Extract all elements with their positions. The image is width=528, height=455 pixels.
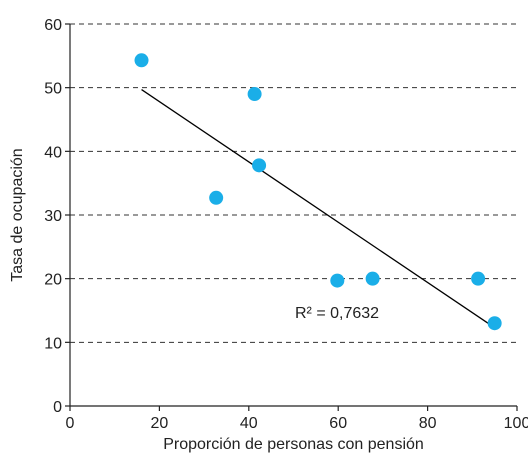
y-tick-label-40: 40	[44, 144, 62, 161]
x-axis-title: Proporción de personas con pensión	[163, 436, 424, 453]
y-tick-label-20: 20	[44, 272, 62, 289]
data-point-2	[209, 190, 224, 205]
data-point-1	[134, 53, 149, 68]
trendline	[141, 89, 496, 329]
data-point-5	[330, 273, 345, 288]
y-tick-label-30: 30	[44, 208, 62, 225]
tick-marks	[65, 23, 518, 411]
x-tick-label-80: 80	[419, 415, 437, 432]
gridlines	[70, 23, 517, 343]
x-tick-label-60: 60	[329, 415, 347, 432]
data-point-7	[471, 271, 486, 286]
y-tick-label-0: 0	[53, 399, 62, 416]
x-tick-label-100: 100	[504, 415, 528, 432]
y-axis-title: Tasa de ocupación	[9, 148, 26, 281]
data-point-3	[247, 87, 262, 102]
data-points	[134, 53, 502, 331]
data-point-8	[487, 316, 502, 331]
r-squared-annotation: R² = 0,7632	[295, 305, 379, 322]
y-tick-label-60: 60	[44, 17, 62, 34]
y-tick-label-10: 10	[44, 335, 62, 352]
x-tick-label-20: 20	[151, 415, 169, 432]
y-tick-label-50: 50	[44, 81, 62, 98]
x-tick-label-0: 0	[66, 415, 75, 432]
tick-labels: 0 20 40 60 80 100 0 10 20 30 40 50 60	[44, 17, 528, 432]
data-point-6	[365, 271, 380, 286]
x-tick-label-40: 40	[240, 415, 258, 432]
data-point-4	[252, 158, 267, 173]
